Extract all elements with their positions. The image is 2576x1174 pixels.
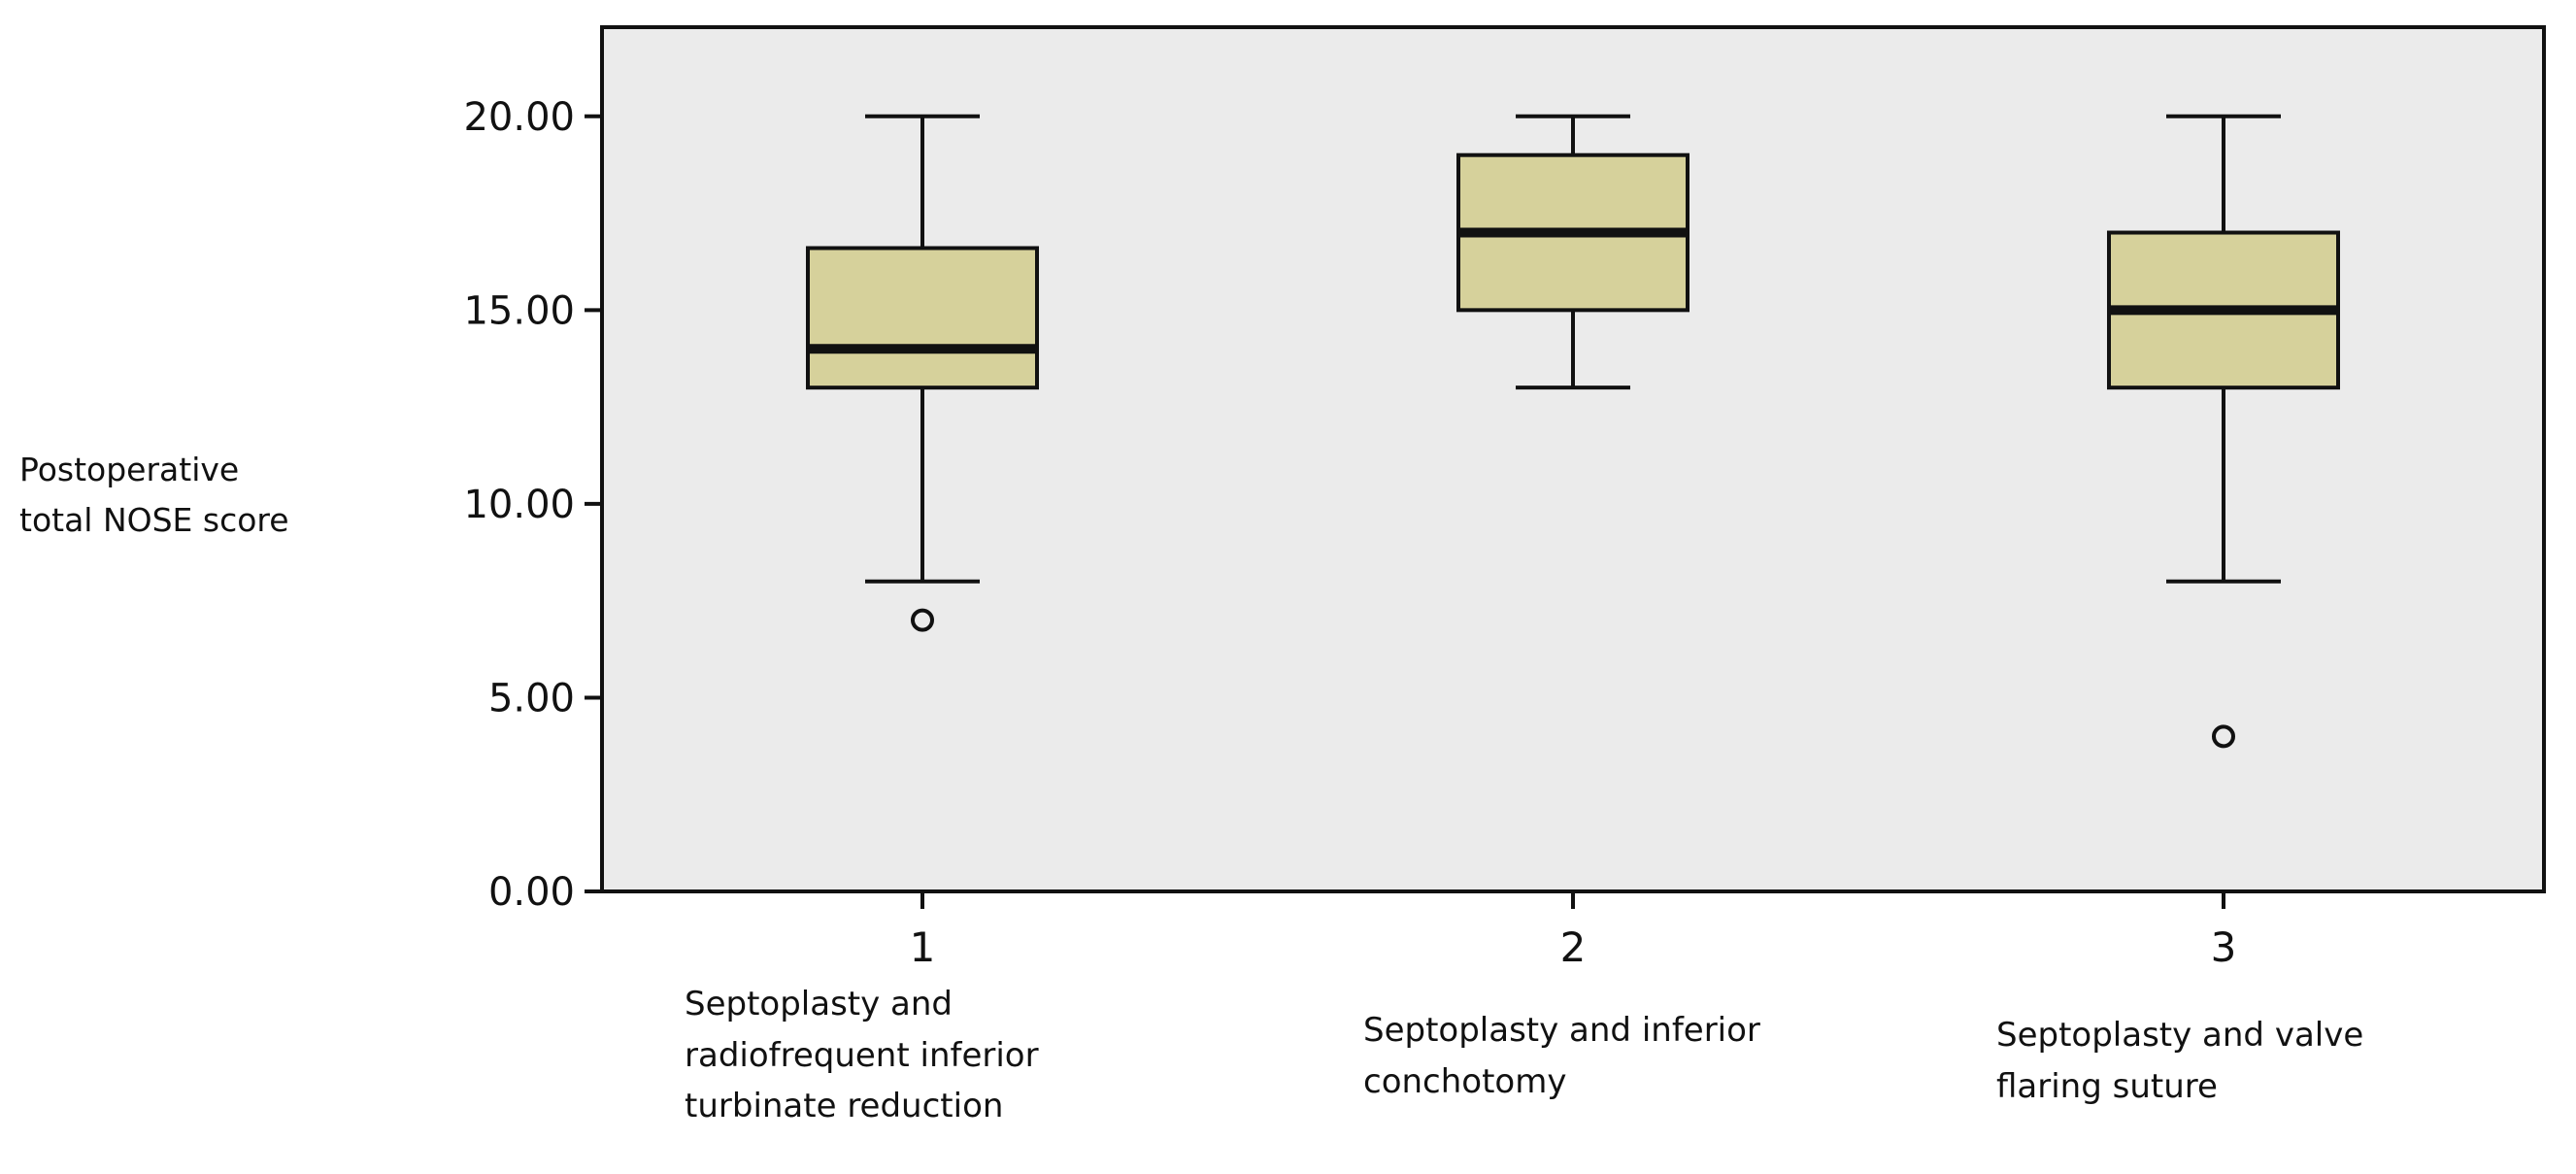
box-group-3	[2107, 114, 2340, 749]
outlier-point-3-1	[2212, 724, 2235, 749]
y-axis-label-line-1: Postoperative	[19, 451, 240, 488]
y-tick-label-1: 5.00	[488, 676, 575, 721]
category-label-1-line-2: radiofrequent inferior	[685, 1035, 1039, 1075]
category-label-3-line-1: Septoplasty and valve	[1996, 1016, 2364, 1055]
category-label-2-line-1: Septoplasty and inferior	[1363, 1011, 1760, 1050]
y-tick-label-3: 15.00	[463, 288, 575, 333]
iqr-box-1	[806, 246, 1039, 390]
box-group-2	[1456, 114, 1689, 390]
category-label-1: Septoplasty and radiofrequent inferior t…	[685, 979, 1039, 1132]
box-group-1	[806, 114, 1039, 632]
category-label-1-line-1: Septoplasty and	[685, 985, 953, 1023]
boxes	[806, 114, 2340, 749]
category-label-3: Septoplasty and valve flaring suture	[1996, 1010, 2363, 1112]
y-tick-label-2: 10.00	[463, 483, 575, 527]
y-axis-label: Postoperative total NOSE score	[19, 445, 369, 546]
y-tick-label-0: 0.00	[488, 870, 575, 915]
outlier-point-1-1	[911, 608, 934, 632]
category-label-2-line-2: conchotomy	[1363, 1061, 1567, 1101]
y-axis-label-line-2: total NOSE score	[19, 501, 289, 540]
x-tick-label-3: 3	[2211, 923, 2237, 971]
category-label-1-line-3: turbinate reduction	[685, 1087, 1004, 1126]
y-tick-label-4: 20.00	[463, 95, 575, 140]
y-axis: 0.00 5.00 10.00 15.00 20.00	[463, 95, 602, 915]
category-label-3-line-2: flaring suture	[1996, 1066, 2218, 1106]
x-tick-label-2: 2	[1560, 923, 1587, 971]
x-tick-label-1: 1	[910, 923, 936, 971]
x-axis: 1 2 3	[910, 891, 2237, 971]
category-label-2: Septoplasty and inferior conchotomy	[1363, 1005, 1760, 1107]
